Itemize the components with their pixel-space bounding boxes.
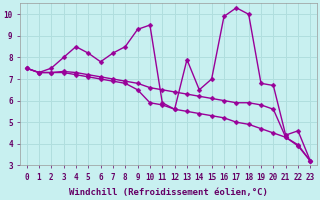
X-axis label: Windchill (Refroidissement éolien,°C): Windchill (Refroidissement éolien,°C): [69, 188, 268, 197]
